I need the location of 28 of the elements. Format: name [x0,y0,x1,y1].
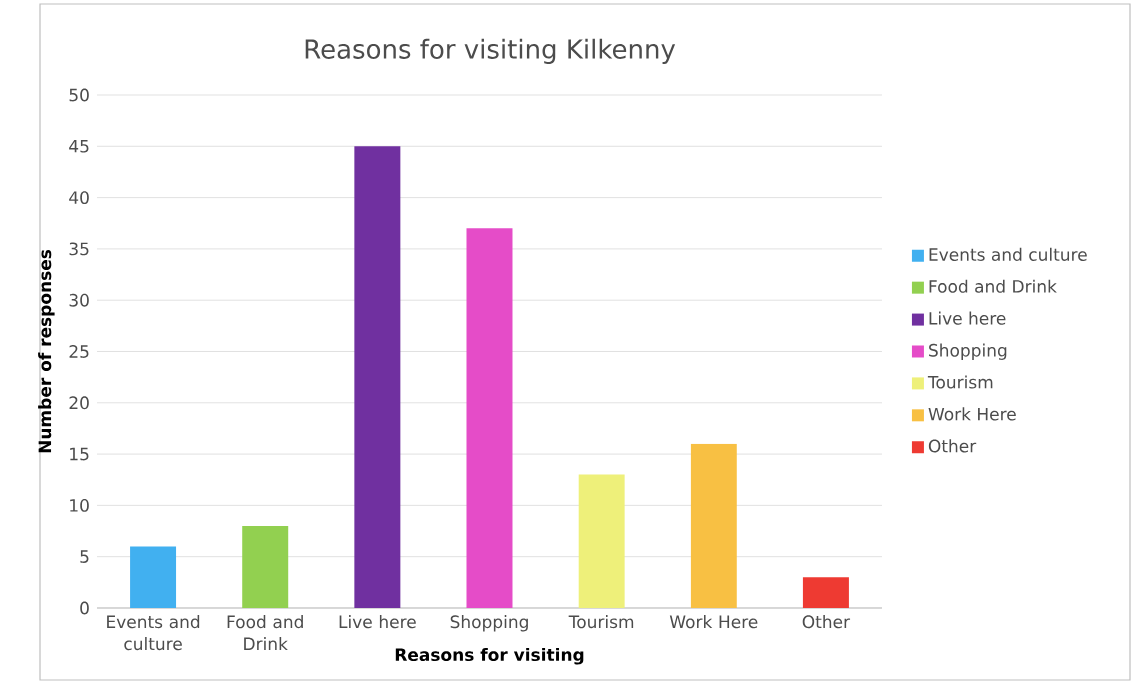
y-tick-label: 15 [70,447,89,461]
y-tick-label: 40 [69,191,89,205]
y-tick-label: 20 [69,396,89,410]
x-tick-label: Work Here [669,615,758,629]
legend-label: Events and culture [929,247,1087,261]
y-tick-label: 45 [69,139,89,153]
x-tick-label: Shopping [450,615,528,632]
x-axis-title: Reasons for visiting [395,647,584,665]
legend-label: Work Here [928,407,1016,421]
chart-title: Reasons for visiting Kilkenny [305,38,676,64]
y-tick-label: 25 [69,345,89,358]
y-tick-label: 50 [69,88,89,102]
x-tick-label: Tourism [568,615,634,629]
y-tick-label: 10 [70,498,89,512]
y-tick-label: 0 [80,601,89,615]
legend-label: Live here [929,311,1006,325]
y-tick-label: 5 [80,550,89,564]
legend-label: Shopping [929,343,1007,360]
x-tick-label: Events and culture [107,615,200,651]
y-axis-title: Number of responses [38,249,55,453]
y-tick-label: 30 [69,293,89,307]
x-tick-label: Food and Drink [227,615,303,650]
x-tick-label: Other [802,615,851,629]
x-tick-label: Live here [339,615,416,629]
y-tick-label: 35 [69,242,89,256]
legend-label: Food and Drink [929,279,1057,293]
legend-label: Tourism [927,375,993,389]
legend-label: Other [928,439,977,453]
